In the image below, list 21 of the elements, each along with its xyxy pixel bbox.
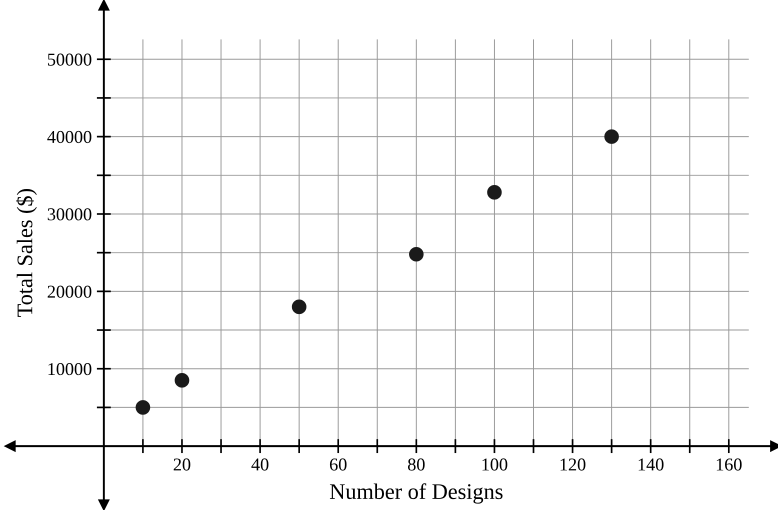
- point: [487, 185, 502, 200]
- y-tick-label: 50000: [48, 54, 92, 66]
- x-tick-label: 40: [251, 458, 268, 471]
- y-tick-label: 20000: [48, 286, 92, 298]
- x-tick-label: 100: [482, 458, 508, 471]
- x-tick-label: 160: [716, 458, 742, 471]
- x-tick-label: 20: [174, 458, 190, 471]
- point: [409, 246, 424, 262]
- x-tick-label: 60: [330, 458, 347, 471]
- point: [174, 373, 190, 388]
- y-tick-label: 30000: [48, 208, 92, 220]
- y-tick-label: 40000: [47, 130, 92, 144]
- x-tick-label: 140: [638, 458, 664, 471]
- point: [136, 400, 150, 415]
- point: [292, 300, 306, 314]
- point: [604, 129, 619, 144]
- y-axis-title: Total Sales ($): [16, 189, 37, 317]
- x-tick-label: 80: [408, 458, 425, 471]
- y-tick-label: 10000: [48, 362, 92, 376]
- x-tick-label: 120: [560, 458, 586, 471]
- x-axis-title: Number of Designs: [330, 483, 503, 504]
